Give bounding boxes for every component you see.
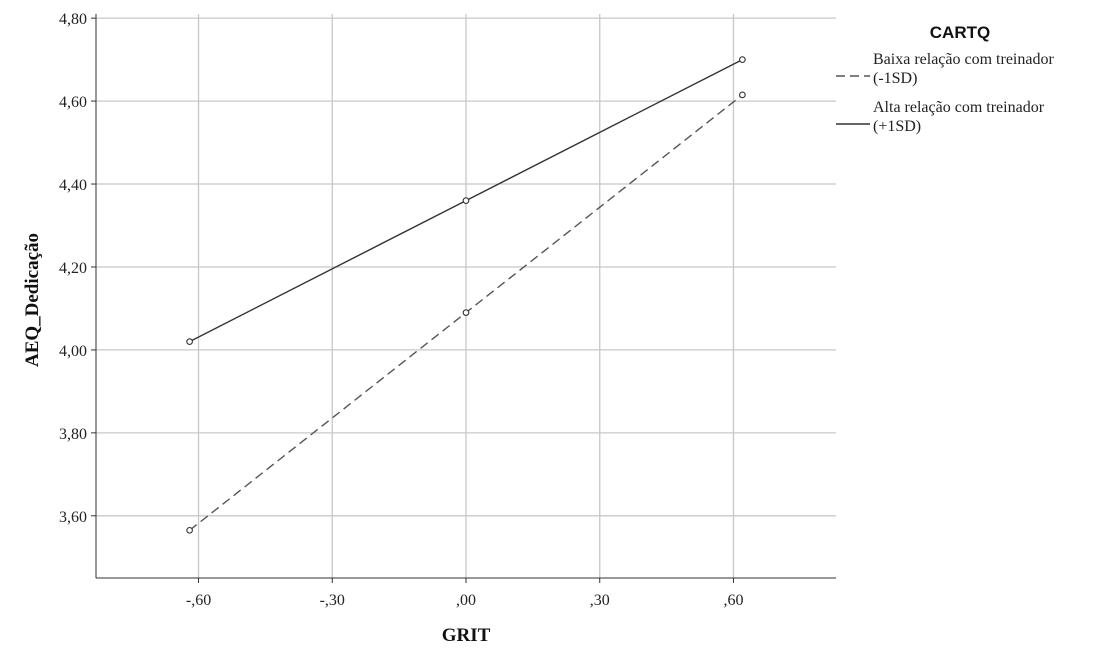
series-point xyxy=(186,526,193,534)
legend-label: Alta relação com treinador xyxy=(873,99,1045,116)
legend-label: (+1SD) xyxy=(873,118,921,135)
y-axis-ticks: 3,60 3,80 4,00 4,20 4,40 4,60 4,80 xyxy=(59,11,96,526)
legend-label: (-1SD) xyxy=(873,70,917,87)
x-tick-label: ,60 xyxy=(723,592,743,609)
x-axis-ticks: -,60 -,30 ,00 ,30 ,60 xyxy=(186,578,743,609)
y-tick-label: 3,80 xyxy=(59,426,87,443)
x-tick-label: ,00 xyxy=(456,592,476,609)
y-tick-label: 3,60 xyxy=(59,509,87,526)
x-axis-title: GRIT xyxy=(442,625,491,646)
y-tick-label: 4,20 xyxy=(59,260,87,277)
x-tick-label: -,30 xyxy=(320,592,345,609)
horizontal-gridlines xyxy=(96,17,836,517)
legend-items: Baixa relação com treinador (-1SD) Alta re… xyxy=(836,51,1054,135)
series-point xyxy=(186,338,193,345)
y-tick-label: 4,80 xyxy=(59,11,87,28)
legend-label: Baixa relação com treinador xyxy=(873,51,1054,68)
vertical-gridlines xyxy=(197,14,735,578)
x-tick-label: ,30 xyxy=(590,592,610,609)
y-axis-title: AEQ_Dedicação xyxy=(22,233,43,367)
legend-title: CARTQ xyxy=(930,23,990,42)
y-tick-label: 4,00 xyxy=(59,343,87,360)
series-point xyxy=(462,309,470,316)
series-point xyxy=(739,56,746,63)
x-tick-label: -,60 xyxy=(186,592,211,609)
y-tick-label: 4,40 xyxy=(59,177,87,194)
y-tick-label: 4,60 xyxy=(59,94,87,111)
series-point xyxy=(739,91,746,99)
series-layer xyxy=(186,56,746,534)
legend: CARTQ Baixa relação com treinador (-1SD) A… xyxy=(836,23,1054,135)
series-point xyxy=(462,197,470,204)
